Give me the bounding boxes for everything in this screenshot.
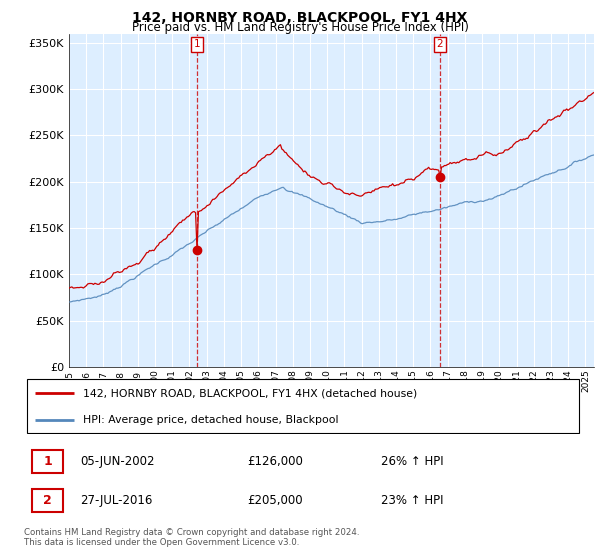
Text: 23% ↑ HPI: 23% ↑ HPI (381, 494, 443, 507)
FancyBboxPatch shape (32, 450, 63, 473)
Text: 1: 1 (193, 39, 200, 49)
FancyBboxPatch shape (27, 379, 579, 433)
Text: 26% ↑ HPI: 26% ↑ HPI (381, 455, 444, 468)
Text: 1: 1 (43, 455, 52, 468)
Text: £126,000: £126,000 (247, 455, 303, 468)
Text: 2: 2 (43, 494, 52, 507)
Text: Contains HM Land Registry data © Crown copyright and database right 2024.
This d: Contains HM Land Registry data © Crown c… (24, 528, 359, 547)
Text: 2: 2 (436, 39, 443, 49)
Text: HPI: Average price, detached house, Blackpool: HPI: Average price, detached house, Blac… (83, 415, 338, 425)
Text: Price paid vs. HM Land Registry's House Price Index (HPI): Price paid vs. HM Land Registry's House … (131, 21, 469, 34)
Text: 27-JUL-2016: 27-JUL-2016 (80, 494, 152, 507)
Text: £205,000: £205,000 (247, 494, 303, 507)
Text: 05-JUN-2002: 05-JUN-2002 (80, 455, 154, 468)
FancyBboxPatch shape (32, 489, 63, 512)
Text: 142, HORNBY ROAD, BLACKPOOL, FY1 4HX (detached house): 142, HORNBY ROAD, BLACKPOOL, FY1 4HX (de… (83, 388, 417, 398)
Text: 142, HORNBY ROAD, BLACKPOOL, FY1 4HX: 142, HORNBY ROAD, BLACKPOOL, FY1 4HX (133, 11, 467, 25)
